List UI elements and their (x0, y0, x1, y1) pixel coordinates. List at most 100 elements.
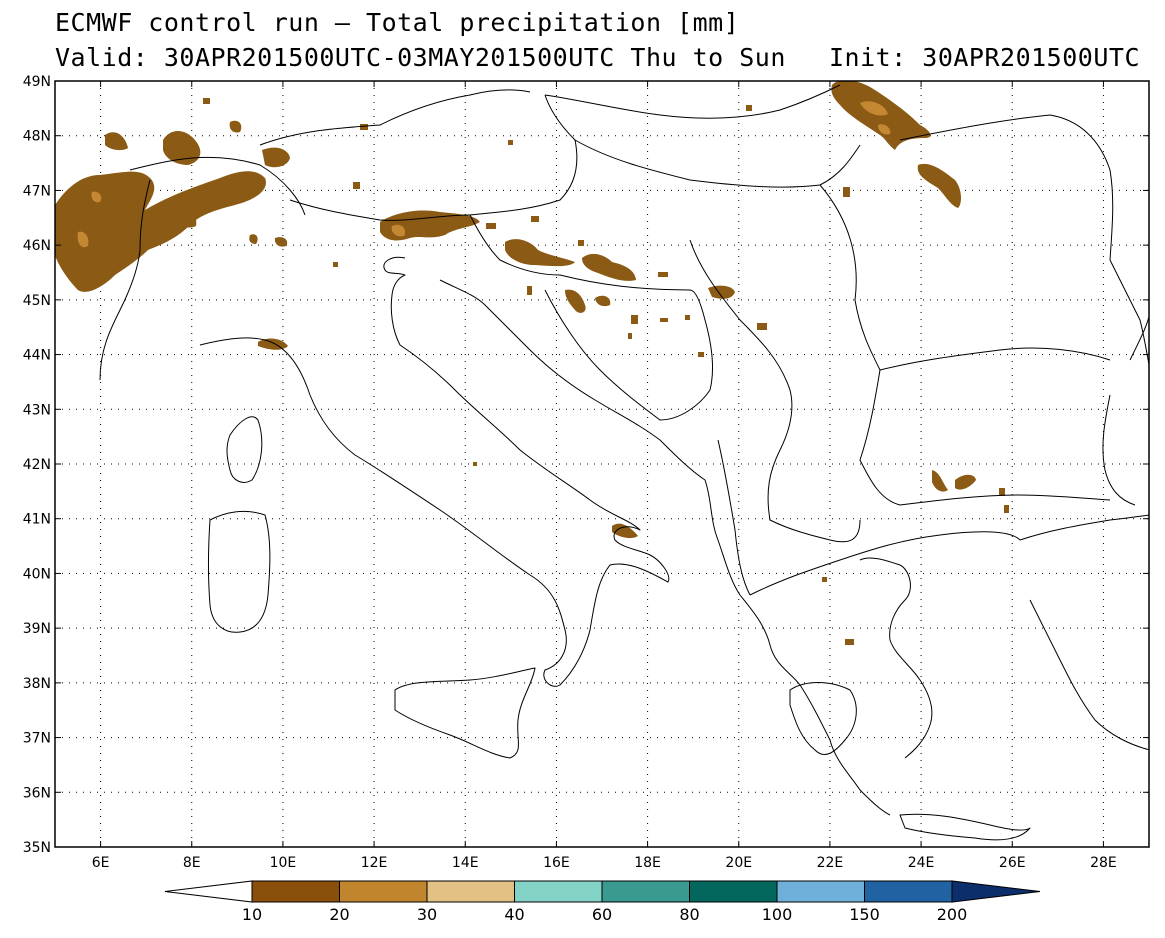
colorbar-label: 200 (937, 905, 968, 924)
precip-dot-9 (578, 240, 584, 246)
colorbar-label: 20 (329, 905, 349, 924)
precip-dot-7 (531, 216, 539, 222)
precip-dot-2 (360, 124, 368, 130)
border-slovenia-croatia (469, 214, 691, 291)
precip-area-slovenia (505, 239, 575, 267)
precip-dot-4 (746, 105, 752, 111)
lat-tick-label: 37N (23, 731, 51, 747)
precip-area-alps-7 (274, 237, 288, 247)
precip-area-alps-8 (249, 234, 258, 244)
lat-tick-label: 47N (23, 183, 51, 199)
lat-tick-label: 41N (23, 512, 51, 528)
turkey-coastline (1019, 514, 1149, 751)
precip-dot-23 (473, 462, 477, 466)
lon-tick-label: 24E (908, 855, 935, 871)
precip-area-bosnia-1 (595, 295, 611, 307)
precip-highlight-1 (77, 231, 89, 248)
precip-dot-5 (843, 187, 850, 197)
lat-tick-label: 42N (23, 457, 51, 473)
precip-dot-22 (685, 315, 690, 320)
border-germany-austria (259, 89, 531, 146)
lon-tick-label: 18E (634, 855, 661, 871)
border-ukraine-moldova (1109, 259, 1149, 368)
lon-tick-label: 26E (999, 855, 1026, 871)
border-albania (717, 439, 751, 596)
colorbar-over-arrow (951, 880, 1041, 903)
lat-tick-label: 35N (23, 840, 51, 856)
precip-dot-15 (628, 333, 632, 339)
lon-tick-label: 16E (543, 855, 570, 871)
peloponnese-coastline (789, 682, 857, 755)
border-bulgaria (859, 369, 1111, 506)
precip-area-italy-liguria (258, 338, 288, 350)
border-greece-north (749, 531, 1021, 596)
corsica-coastline (226, 416, 263, 483)
precip-dot-19 (822, 577, 827, 582)
colorbar-label: 80 (679, 905, 699, 924)
border-romania (819, 184, 1111, 371)
lon-tick-label: 10E (270, 855, 297, 871)
lon-tick-label: 8E (183, 855, 201, 871)
precip-dot-3 (353, 182, 360, 189)
longitude-axis: 6E 8E 10E 12E 14E 16E 18E 20E 22E 24E 26E 28E (92, 81, 1117, 871)
border-austria-italy (289, 199, 471, 221)
colorbar-bin (339, 880, 428, 903)
precipitation-highlights (77, 101, 891, 248)
precip-dot-11 (631, 315, 638, 324)
colorbar-bin (251, 880, 340, 903)
lat-tick-label: 44N (23, 348, 51, 364)
sardinia-coastline (208, 510, 271, 633)
precip-area-alps-6 (180, 213, 197, 228)
lon-tick-label: 20E (725, 855, 752, 871)
lon-tick-label: 6E (92, 855, 110, 871)
precip-highlight-5 (391, 224, 406, 237)
precip-highlight-2 (91, 191, 102, 203)
precip-highlight-3 (860, 101, 888, 116)
precip-area-eastern-alps (380, 210, 480, 241)
colorbar-under-arrow (164, 880, 253, 903)
border-serbia (689, 239, 793, 451)
precip-area-romania (917, 163, 962, 208)
colorbar-bin (601, 880, 690, 903)
precip-dot-12 (660, 318, 668, 322)
precip-area-alps-5 (229, 120, 242, 133)
map-title: ECMWF control run – Total precipitation … (55, 8, 740, 37)
coastlines-and-borders (99, 84, 1149, 841)
precip-dot-8 (486, 223, 496, 229)
precip-dot-14 (698, 352, 704, 357)
lat-tick-label: 46N (23, 238, 51, 254)
lon-tick-label: 12E (361, 855, 388, 871)
precip-area-bulgaria-1 (932, 470, 948, 492)
lat-tick-label: 38N (23, 676, 51, 692)
border-austria-hungary (469, 94, 578, 216)
lat-tick-label: 36N (23, 785, 51, 801)
colorbar-bin (776, 880, 865, 903)
precip-dot-10 (527, 286, 532, 295)
sicily-coastline (394, 667, 536, 759)
balkan-coastline (439, 279, 891, 816)
border-france-italy (99, 179, 151, 381)
lon-tick-label: 28E (1090, 855, 1117, 871)
lat-tick-label: 49N (23, 74, 51, 90)
precip-dot-18 (845, 639, 854, 645)
precip-area-apulia (612, 523, 638, 539)
colorbar-label: 150 (849, 905, 880, 924)
lat-tick-label: 40N (23, 566, 51, 582)
italy-coastline (199, 256, 670, 687)
precip-dot-1 (203, 98, 210, 104)
border-hungary (574, 139, 861, 188)
precip-area-western-alps (55, 171, 266, 292)
precip-area-bulgaria-2 (955, 474, 976, 490)
colorbar-label: 30 (417, 905, 437, 924)
colorbar-bin (426, 880, 515, 903)
precip-area-croatia-2 (565, 289, 586, 313)
lat-tick-label: 45N (23, 293, 51, 309)
init-time-label: Init: 30APR201500UTC (828, 43, 1140, 72)
lat-tick-label: 48N (23, 129, 51, 145)
precip-highlight-4 (878, 124, 891, 135)
colorbar-label: 40 (504, 905, 524, 924)
crete-coastline (899, 813, 1031, 841)
greece-coastline (859, 557, 933, 759)
precip-dot-20 (333, 262, 338, 267)
